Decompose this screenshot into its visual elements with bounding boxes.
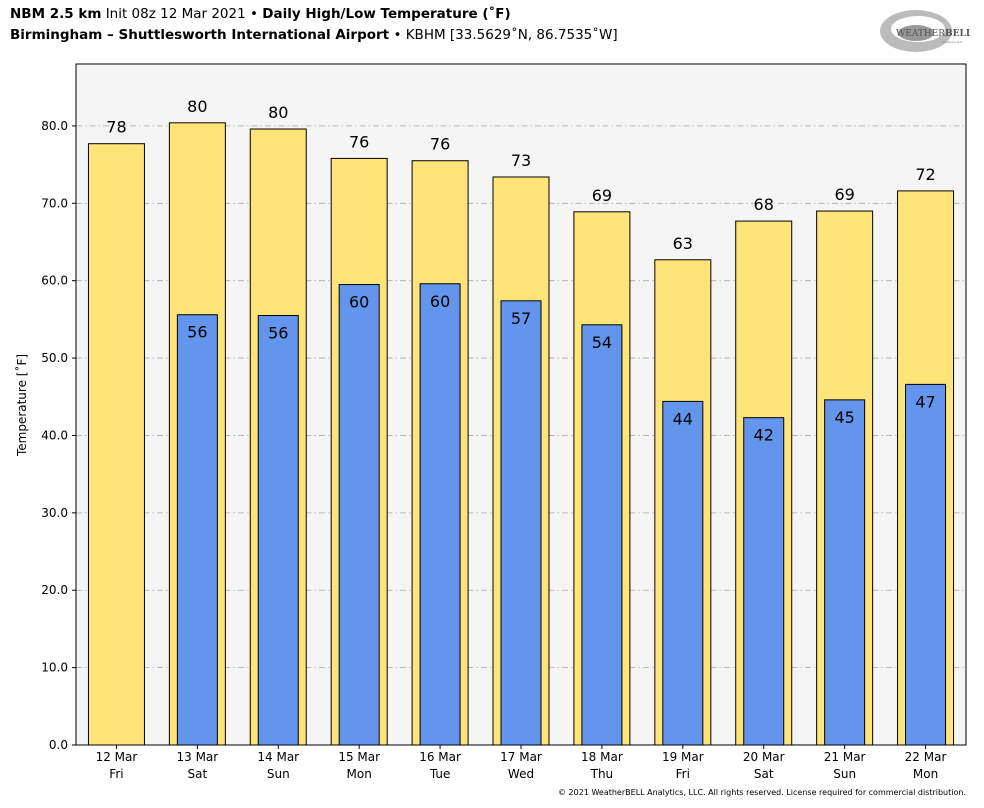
y-tick-label: 80.0 [41, 119, 68, 133]
low-label: 42 [754, 426, 774, 445]
x-tick-day: Wed [508, 767, 534, 781]
x-tick-date: 14 Mar [257, 750, 299, 764]
logo-swirl-core [898, 25, 934, 41]
x-tick-date: 15 Mar [338, 750, 380, 764]
low-bar [419, 283, 461, 746]
x-tick-date: 13 Mar [176, 750, 218, 764]
low-bar [338, 284, 380, 746]
weatherbell-logo: WEATHERBELL Analytics LLC [880, 10, 970, 52]
x-tick-date: 22 Mar [905, 750, 947, 764]
high-label: 76 [349, 132, 369, 151]
high-label: 78 [106, 118, 126, 137]
x-tick-day: Sun [833, 767, 856, 781]
title-bullet: • [250, 6, 258, 22]
low-label: 44 [673, 409, 693, 428]
logo-sub: Analytics LLC [942, 40, 962, 44]
station-info: KBHM [33.5629˚N, 86.7535˚W] [405, 27, 618, 43]
low-label: 45 [834, 408, 854, 427]
low-label: 56 [187, 323, 207, 342]
low-label: 60 [430, 292, 450, 311]
low-bar [176, 314, 218, 746]
x-tick-day: Sun [267, 767, 290, 781]
x-tick-date: 21 Mar [824, 750, 866, 764]
init-time: Init 08z 12 Mar 2021 [105, 6, 246, 22]
copyright-notice: © 2021 WeatherBELL Analytics, LLC. All r… [558, 788, 966, 797]
y-axis-label: Temperature [˚F] [15, 353, 29, 457]
low-label: 54 [592, 333, 612, 352]
low-bar [581, 324, 623, 746]
y-tick-label: 40.0 [41, 428, 68, 442]
high-label: 73 [511, 151, 531, 170]
high-label: 80 [187, 97, 207, 116]
y-tick-label: 60.0 [41, 274, 68, 288]
low-bar [662, 400, 704, 746]
high-label: 76 [430, 135, 450, 154]
chart-title: NBM 2.5 km Init 08z 12 Mar 2021 • Daily … [10, 6, 511, 22]
svg-text:WEATHERBELL: WEATHERBELL [896, 29, 970, 39]
x-tick-day: Mon [347, 767, 372, 781]
low-bar [824, 399, 866, 746]
x-tick-day: Tue [429, 767, 451, 781]
y-axis: 0.0 10.0 20.0 30.0 40.0 50.0 60.0 70.0 80.0 [41, 119, 76, 752]
x-tick-day: Thu [590, 767, 614, 781]
low-bar [743, 417, 785, 746]
bars: 78 80 56 80 56 76 60 76 60 73 57 69 54 63 44 68 42 69 45 72… [87, 97, 955, 746]
high-label: 69 [592, 186, 612, 205]
low-label: 60 [349, 293, 369, 312]
logo-text-a: WEATHER [896, 29, 945, 39]
x-tick-day: Mon [913, 767, 938, 781]
low-bar [500, 300, 542, 746]
logo-text-b: BELL [945, 29, 970, 39]
y-tick-label: 50.0 [41, 351, 68, 365]
y-tick-label: 0.0 [49, 738, 68, 752]
high-label: 80 [268, 103, 288, 122]
x-tick-day: Sat [188, 767, 208, 781]
high-label: 69 [834, 185, 854, 204]
x-tick-date: 16 Mar [419, 750, 461, 764]
low-bar [905, 383, 947, 746]
y-tick-label: 70.0 [41, 196, 68, 210]
x-axis: 12 Mar Fri 13 Mar Sat 14 Mar Sun 15 Mar Mon 16 M… [96, 745, 947, 781]
model-name: NBM 2.5 km [10, 6, 102, 22]
high-label: 63 [673, 234, 693, 253]
x-tick-day: Sat [754, 767, 774, 781]
y-tick-label: 10.0 [41, 661, 68, 675]
subtitle-bullet: • [393, 27, 402, 43]
low-bar [257, 315, 299, 746]
product-name: Daily High/Low Temperature (˚F) [262, 6, 511, 22]
x-tick-day: Fri [676, 767, 690, 781]
y-tick-label: 20.0 [41, 583, 68, 597]
x-tick-date: 17 Mar [500, 750, 542, 764]
y-tick-label: 30.0 [41, 506, 68, 520]
x-tick-day: Fri [109, 767, 123, 781]
high-label: 68 [754, 195, 774, 214]
low-label: 56 [268, 324, 288, 343]
high-label: 72 [915, 165, 935, 184]
high-bar [87, 143, 145, 746]
x-tick-date: 20 Mar [743, 750, 785, 764]
low-label: 47 [915, 392, 935, 411]
low-label: 57 [511, 309, 531, 328]
x-tick-date: 18 Mar [581, 750, 623, 764]
x-tick-date: 12 Mar [96, 750, 138, 764]
chart-subtitle: Birmingham – Shuttlesworth International… [10, 27, 618, 43]
location-name: Birmingham – Shuttlesworth International… [10, 27, 390, 43]
x-tick-date: 19 Mar [662, 750, 704, 764]
